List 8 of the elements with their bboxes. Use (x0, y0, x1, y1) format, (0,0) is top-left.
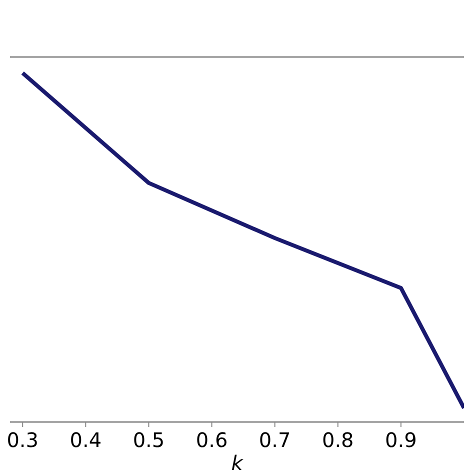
x-tick-label: 0.9 (385, 428, 417, 452)
x-tick-label: 0.6 (196, 428, 228, 452)
x-axis-title: k (231, 451, 244, 474)
x-tick-label: 0.8 (322, 428, 354, 452)
x-tick-label: 0.7 (258, 428, 291, 452)
x-tick-label: 0.5 (132, 428, 165, 452)
x-tick-label: 0.4 (70, 428, 102, 452)
x-tick-label: 0.3 (6, 428, 39, 452)
